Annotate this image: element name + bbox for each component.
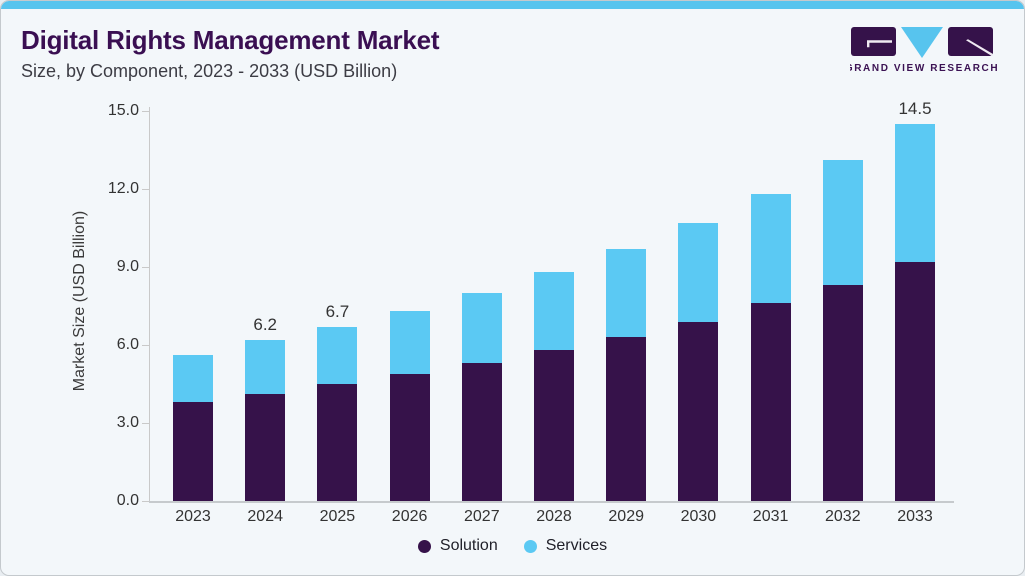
data-label: 6.2 — [253, 314, 277, 334]
x-tick-label: 2033 — [897, 508, 933, 525]
gvr-logo-icon: GRAND VIEW RESEARCH — [845, 27, 998, 74]
x-tick-label: 2032 — [825, 508, 861, 525]
page-subtitle: Size, by Component, 2023 - 2033 (USD Bil… — [21, 61, 398, 81]
bar-segment-services[interactable] — [461, 293, 502, 364]
grand-view-research-logo: GRAND VIEW RESEARCH — [845, 25, 998, 78]
y-tick-mark — [142, 422, 149, 424]
bar-segment-solution[interactable] — [173, 402, 213, 501]
x-tick-label: 2031 — [752, 508, 789, 525]
y-tick-label: 9.0 — [116, 258, 139, 275]
bar-segment-services[interactable] — [534, 272, 574, 351]
legend-item-solution[interactable]: Solution — [417, 537, 498, 555]
y-tick-label: 15.0 — [107, 102, 139, 119]
bar-segment-solution[interactable] — [822, 285, 863, 501]
x-tick-label: 2025 — [319, 508, 356, 525]
bar-segment-solution[interactable] — [678, 321, 719, 501]
y-tick-mark — [142, 110, 149, 112]
y-tick-mark — [142, 344, 149, 346]
bar-segment-services[interactable] — [173, 355, 213, 403]
legend-label: Services — [545, 537, 608, 554]
bar-segment-services[interactable] — [317, 326, 358, 384]
bar-segment-solution[interactable] — [534, 350, 574, 501]
x-tick-label: 2027 — [464, 508, 500, 525]
x-tick-label: 2026 — [391, 508, 428, 525]
y-tick-label: 0.0 — [116, 492, 139, 509]
bar-segment-solution[interactable] — [750, 303, 791, 501]
bar-segment-services[interactable] — [822, 160, 863, 286]
x-tick-label: 2030 — [680, 508, 717, 525]
bar-segment-services[interactable] — [606, 248, 647, 338]
bar-segment-solution[interactable] — [245, 394, 286, 501]
y-tick-mark — [142, 266, 149, 268]
x-axis-line — [149, 501, 954, 503]
x-tick-label: 2028 — [536, 508, 572, 525]
logo-g-glyph — [867, 40, 892, 48]
y-tick-mark — [142, 188, 149, 190]
page-title: Digital Rights Management Market — [21, 25, 440, 55]
bar-segment-services[interactable] — [750, 194, 791, 304]
y-axis-line — [149, 107, 150, 501]
logo-v-triangle — [901, 27, 943, 58]
logo-r-glyph — [966, 39, 993, 56]
data-label: 6.7 — [325, 301, 350, 321]
bar-segment-solution[interactable] — [895, 261, 935, 501]
legend-item-services[interactable]: Services — [523, 537, 608, 555]
legend-dot-solution — [417, 539, 431, 553]
accent-strip — [1, 1, 1024, 9]
y-tick-label: 6.0 — [116, 336, 139, 353]
x-tick-label: 2024 — [247, 508, 283, 525]
bar-segment-solution[interactable] — [389, 373, 430, 501]
bar-segment-solution[interactable] — [461, 363, 502, 501]
bar-segment-services[interactable] — [678, 222, 719, 322]
y-tick-label: 12.0 — [107, 180, 139, 197]
bar-segment-solution[interactable] — [606, 337, 647, 501]
legend-dot-services — [523, 539, 537, 553]
y-tick-label: 3.0 — [116, 414, 139, 431]
y-axis-title: Market Size (USD Billion) — [71, 210, 88, 392]
y-tick-mark — [142, 500, 149, 502]
chart-legend: Solution Services — [1, 537, 1024, 555]
bar-segment-solution[interactable] — [317, 384, 358, 501]
legend-label: Solution — [439, 537, 498, 554]
x-tick-label: 2029 — [608, 508, 644, 525]
x-tick-label: 2023 — [175, 508, 211, 525]
data-label: 14.5 — [898, 99, 932, 118]
bar-segment-services[interactable] — [895, 124, 935, 262]
chart-header: Digital Rights Management Market Size, b… — [21, 25, 440, 82]
bar-segment-services[interactable] — [389, 311, 430, 374]
bar-segment-services[interactable] — [245, 339, 286, 395]
logo-text: GRAND VIEW RESEARCH — [850, 63, 998, 73]
